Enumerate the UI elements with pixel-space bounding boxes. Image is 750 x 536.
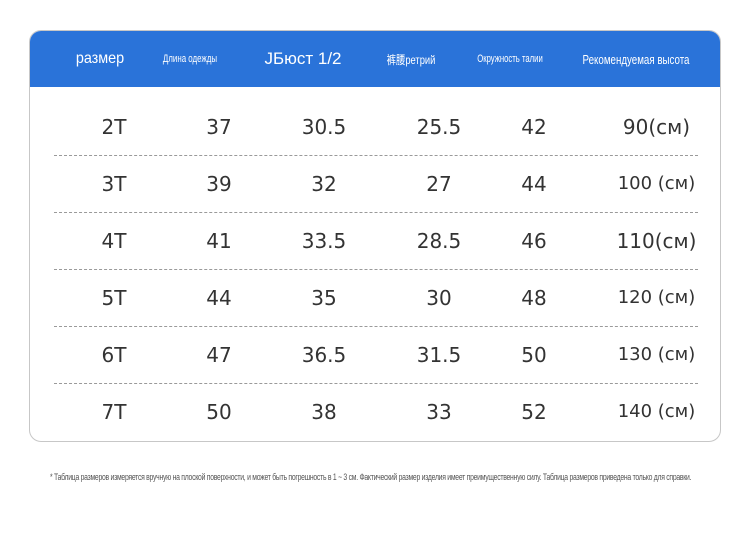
header-recommended-height: Рекомендуемая высота [582, 51, 690, 67]
waist-half-cell: 30 [426, 285, 452, 310]
height-cell: 90(см) [622, 114, 691, 139]
length-cell: 39 [206, 171, 232, 196]
table-row: 6T 47 36.5 31.5 50 130 (см) [54, 326, 698, 384]
bust-cell: 36.5 [301, 342, 347, 367]
length-cell: 41 [206, 228, 232, 253]
size-cell: 4T [101, 228, 127, 253]
height-cell: 100 (см) [617, 173, 696, 194]
header-clothing-length: Длина одежды [162, 53, 218, 65]
waist-cell: 46 [521, 228, 547, 253]
waist-cell: 52 [521, 399, 547, 424]
size-cell: 5T [101, 285, 127, 310]
size-cell: 3T [101, 171, 127, 196]
height-cell: 110(см) [616, 228, 697, 253]
table-row: 3T 39 32 27 44 100 (см) [54, 155, 698, 213]
height-cell: 130 (см) [617, 344, 696, 365]
length-cell: 44 [206, 285, 232, 310]
size-chart-card: размер Длина одежды ЈБюст 1/2 裤腰ретрий О… [29, 30, 721, 442]
bust-cell: 33.5 [301, 228, 347, 253]
bust-cell: 32 [311, 171, 337, 196]
size-cell: 7T [101, 399, 127, 424]
footnote: * Таблица размеров измеряется вручную на… [50, 472, 692, 482]
table-row: 4T 41 33.5 28.5 46 110(см) [54, 212, 698, 270]
header-size: размер [75, 50, 125, 67]
waist-cell: 48 [521, 285, 547, 310]
waist-half-cell: 25.5 [416, 114, 462, 139]
length-cell: 50 [206, 399, 232, 424]
table-row: 2T 37 30.5 25.5 42 90(см) [54, 98, 698, 156]
waist-half-cell: 33 [426, 399, 452, 424]
size-cell: 2T [101, 114, 127, 139]
waist-half-cell: 31.5 [416, 342, 462, 367]
height-cell: 120 (см) [617, 287, 696, 308]
header-bust: ЈБюст 1/2 [264, 49, 342, 68]
size-cell: 6T [101, 342, 127, 367]
waist-half-cell: 27 [426, 171, 452, 196]
waist-half-cell: 28.5 [416, 228, 462, 253]
waist-cell: 42 [521, 114, 547, 139]
bust-cell: 35 [311, 285, 337, 310]
waist-cell: 50 [521, 342, 547, 367]
table-header: размер Длина одежды ЈБюст 1/2 裤腰ретрий О… [30, 31, 720, 87]
table-row: 7T 50 38 33 52 140 (см) [54, 383, 698, 440]
table-row: 5T 44 35 30 48 120 (см) [54, 269, 698, 327]
bust-cell: 30.5 [301, 114, 347, 139]
length-cell: 47 [206, 342, 232, 367]
header-waist-half: 裤腰ретрий [386, 52, 436, 67]
bust-cell: 38 [311, 399, 337, 424]
waist-cell: 44 [521, 171, 547, 196]
length-cell: 37 [206, 114, 232, 139]
header-waist-circumference: Окружность талии [477, 53, 543, 65]
height-cell: 140 (см) [617, 401, 696, 422]
